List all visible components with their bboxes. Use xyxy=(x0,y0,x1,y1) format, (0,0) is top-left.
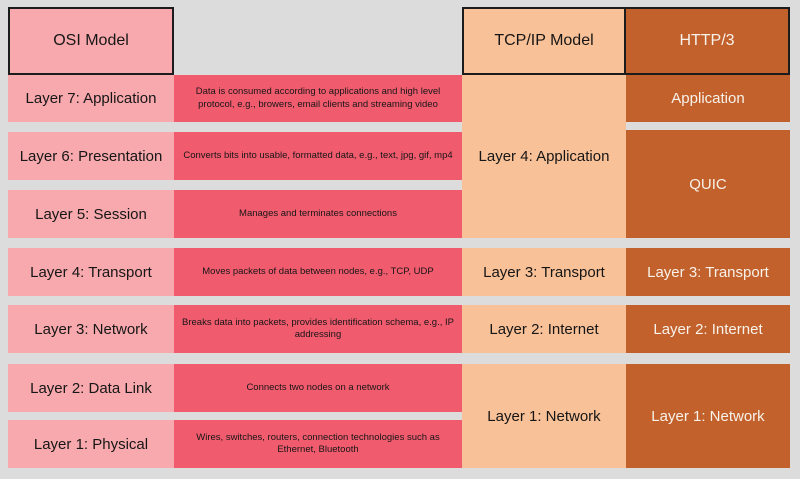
tcpip-layer-network: Layer 1: Network xyxy=(462,364,626,468)
osi-layer-4-description: Moves packets of data between nodes, e.g… xyxy=(174,248,462,296)
osi-layer-7-label: Layer 7: Application xyxy=(8,75,174,122)
osi-layer-2-label: Layer 2: Data Link xyxy=(8,364,174,412)
tcpip-model-header: TCP/IP Model xyxy=(462,7,626,75)
osi-layer-7-description: Data is consumed according to applicatio… xyxy=(174,75,462,122)
http3-header: HTTP/3 xyxy=(626,7,790,75)
http3-application-cell: Application xyxy=(626,75,790,122)
osi-layer-5-label: Layer 5: Session xyxy=(8,190,174,238)
tcpip-layer-internet: Layer 2: Internet xyxy=(462,305,626,353)
tcpip-layer-application: Layer 4: Application xyxy=(462,75,626,238)
osi-layer-4-label: Layer 4: Transport xyxy=(8,248,174,296)
http3-transport-cell: Layer 3: Transport xyxy=(626,248,790,296)
osi-layer-2-description: Connects two nodes on a network xyxy=(174,364,462,412)
osi-layer-1-label: Layer 1: Physical xyxy=(8,420,174,468)
osi-model-header: OSI Model xyxy=(8,7,174,75)
tcpip-layer-transport: Layer 3: Transport xyxy=(462,248,626,296)
osi-layer-6-description: Converts bits into usable, formatted dat… xyxy=(174,132,462,180)
osi-layer-3-description: Breaks data into packets, provides ident… xyxy=(174,305,462,353)
http3-network-cell: Layer 1: Network xyxy=(626,364,790,468)
osi-layer-5-description: Manages and terminates connections xyxy=(174,190,462,238)
osi-layer-1-description: Wires, switches, routers, connection tec… xyxy=(174,420,462,468)
http3-quic-cell: QUIC xyxy=(626,130,790,238)
osi-layer-3-label: Layer 3: Network xyxy=(8,305,174,353)
http3-internet-cell: Layer 2: Internet xyxy=(626,305,790,353)
osi-layer-6-label: Layer 6: Presentation xyxy=(8,132,174,180)
